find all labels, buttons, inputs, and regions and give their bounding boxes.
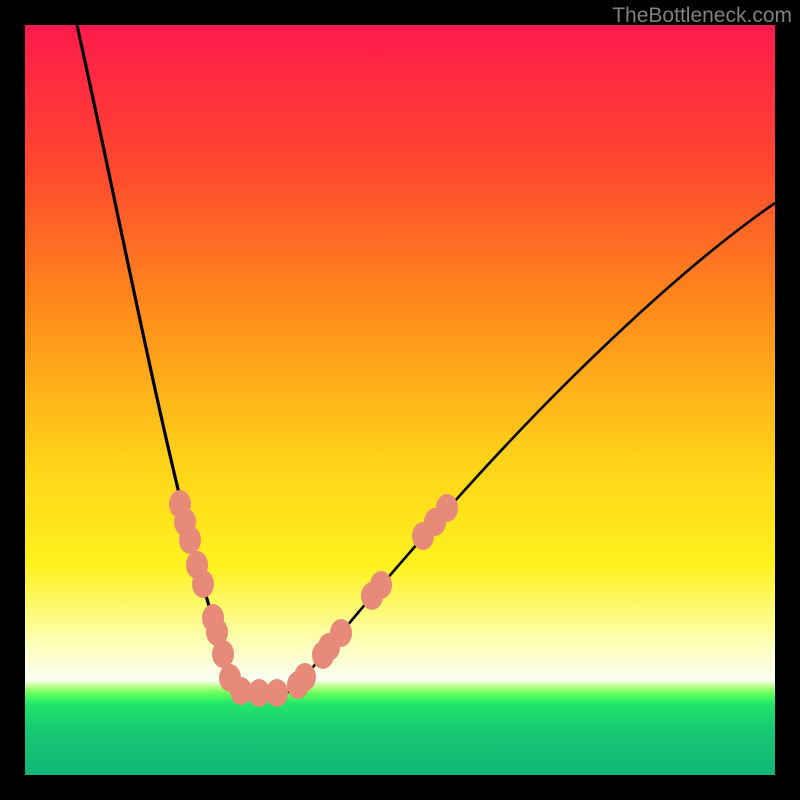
watermark-text: TheBottleneck.com bbox=[612, 4, 792, 28]
plot-area bbox=[25, 25, 775, 775]
gradient-background bbox=[25, 25, 775, 775]
